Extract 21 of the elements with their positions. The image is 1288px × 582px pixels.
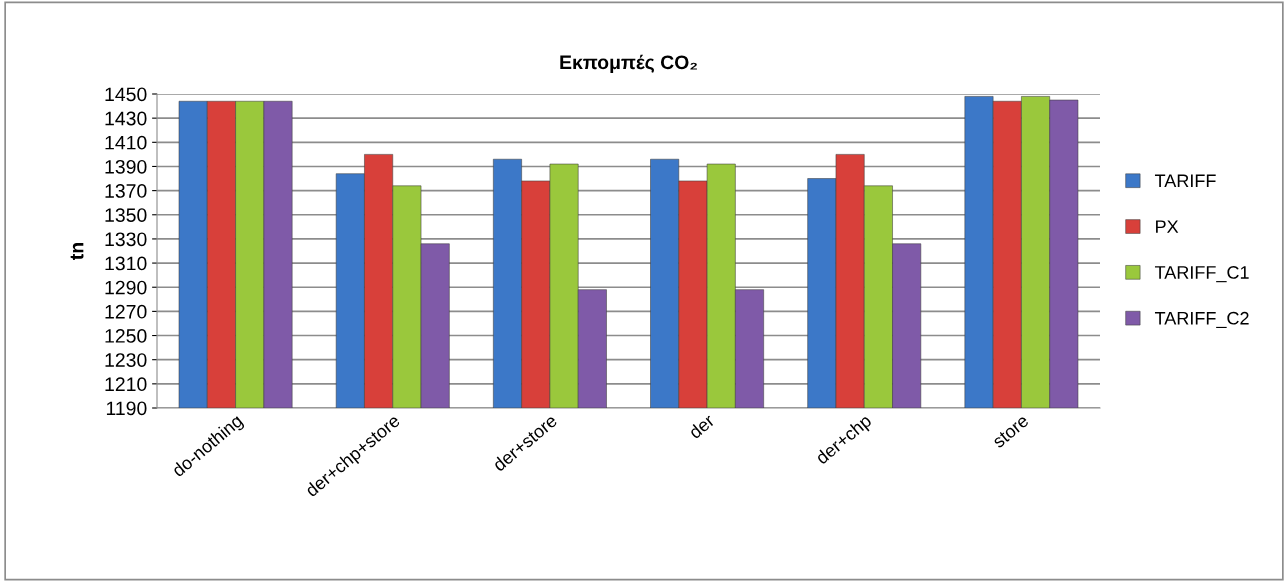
y-tick-label: 1270 — [105, 304, 147, 319]
y-tick-label: 1430 — [105, 111, 147, 126]
y-tick-label: 1250 — [105, 329, 147, 343]
y-tick-label: 1390 — [105, 159, 147, 174]
y-tick-label: 1290 — [105, 280, 147, 295]
legend-label: PX — [1156, 220, 1179, 233]
legend-label: TARIFF_C2 — [1154, 311, 1249, 329]
y-tick-label: 1450 — [105, 87, 147, 102]
legend-label: TARIFF — [1154, 174, 1216, 187]
y-tick-label: 1310 — [105, 256, 147, 271]
x-tick-label: der — [687, 413, 716, 440]
y-tick-label: 1330 — [105, 232, 147, 247]
y-tick-label: 1410 — [105, 135, 147, 150]
legend-label: TARIFF_C1 — [1154, 266, 1249, 283]
y-tick-label: 1190 — [106, 401, 147, 416]
chart-title: Εκπομπές CO₂ — [560, 54, 697, 73]
y-tick-label: 1370 — [105, 184, 147, 198]
y-tick-label: 1230 — [105, 353, 147, 367]
y-tick-label: 1350 — [105, 208, 147, 223]
y-axis-title: tn — [70, 243, 84, 260]
y-tick-label: 1210 — [105, 377, 147, 392]
